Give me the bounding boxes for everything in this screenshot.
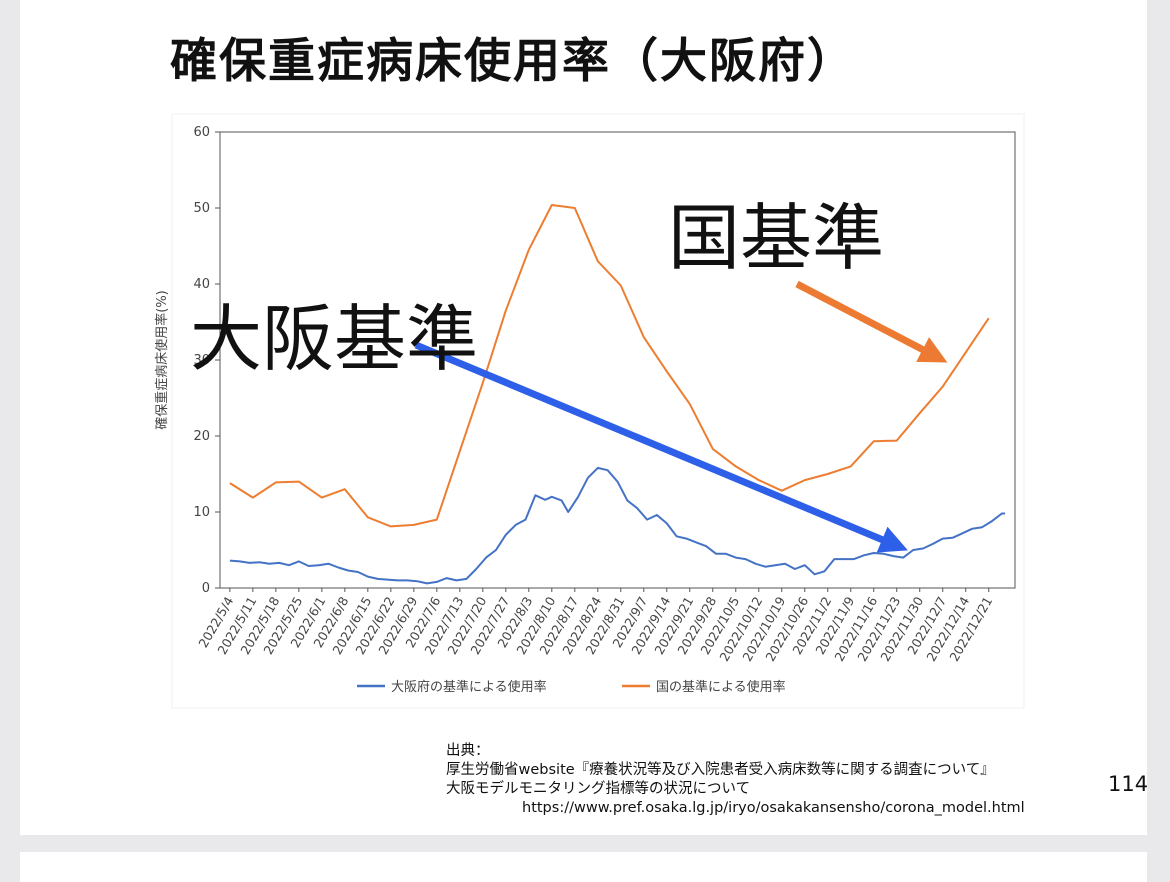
y-tick-label: 50 (193, 201, 210, 216)
source-heading: 出典： (446, 743, 490, 759)
national-arrow (795, 280, 948, 363)
national-label: 国基準 (668, 196, 884, 280)
slide-title: 確保重症病床使用率（大阪府） (170, 34, 856, 89)
y-tick-label: 20 (193, 429, 210, 444)
series-line-national (229, 204, 990, 528)
source-url[interactable]: https://www.pref.osaka.lg.jp/iryo/osakak… (522, 800, 1025, 816)
y-tick-label: 0 (202, 581, 210, 596)
source-line-1: 厚生労働省website『療養状況等及び入院患者受入病床数等に関する調査について… (446, 762, 995, 778)
page-number: 114 (1108, 772, 1149, 796)
source-note: 出典： 厚生労働省website『療養状況等及び入院患者受入病床数等に関する調査… (446, 742, 1136, 818)
source-line-2: 大阪モデルモニタリング指標等の状況について (446, 781, 751, 797)
series-line-osaka (229, 466, 1006, 585)
y-axis: 0 10 20 30 40 50 60 (193, 125, 220, 596)
chart-frame (171, 113, 1025, 709)
series-lines (229, 204, 1006, 585)
y-tick-label: 40 (193, 277, 210, 292)
y-axis-label: 確保重症病床使用率(%) (154, 290, 170, 430)
osaka-arrow (414, 341, 908, 553)
legend-label: 大阪府の基準による使用率 (391, 679, 547, 695)
y-tick-label: 30 (193, 353, 210, 368)
legend: 大阪府の基準による使用率 国の基準による使用率 (357, 679, 786, 695)
y-tick-label: 10 (193, 505, 210, 520)
legend-label: 国の基準による使用率 (656, 679, 786, 695)
osaka-label: 大阪基準 (190, 297, 478, 381)
y-tick-label: 60 (193, 125, 210, 140)
